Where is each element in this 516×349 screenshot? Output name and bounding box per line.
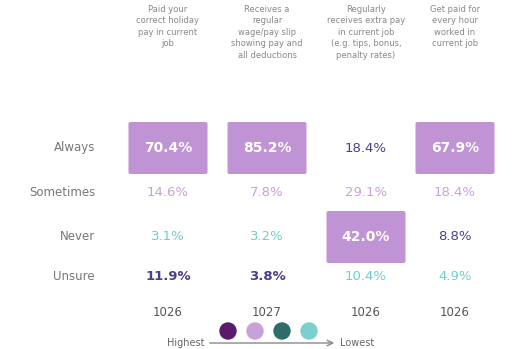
Text: Sometimes: Sometimes bbox=[29, 186, 95, 199]
Text: Get paid for
every hour
worked in
current job: Get paid for every hour worked in curren… bbox=[430, 5, 480, 49]
FancyBboxPatch shape bbox=[228, 122, 307, 174]
Circle shape bbox=[220, 323, 236, 339]
FancyBboxPatch shape bbox=[415, 122, 494, 174]
Text: 1026: 1026 bbox=[153, 306, 183, 319]
Text: 67.9%: 67.9% bbox=[431, 141, 479, 155]
Text: 11.9%: 11.9% bbox=[145, 270, 191, 283]
Text: 3.2%: 3.2% bbox=[250, 230, 284, 244]
Text: Highest: Highest bbox=[167, 338, 204, 348]
Text: 14.6%: 14.6% bbox=[147, 186, 189, 199]
Text: Unsure: Unsure bbox=[53, 270, 95, 283]
FancyBboxPatch shape bbox=[327, 211, 406, 263]
Text: Always: Always bbox=[54, 141, 95, 155]
Circle shape bbox=[274, 323, 290, 339]
Text: 18.4%: 18.4% bbox=[345, 141, 387, 155]
Text: 8.8%: 8.8% bbox=[438, 230, 472, 244]
Text: 85.2%: 85.2% bbox=[243, 141, 291, 155]
Text: 18.4%: 18.4% bbox=[434, 186, 476, 199]
Text: 10.4%: 10.4% bbox=[345, 270, 387, 283]
Circle shape bbox=[247, 323, 263, 339]
Text: 7.8%: 7.8% bbox=[250, 186, 284, 199]
Text: Receives a
regular
wage/pay slip
showing pay and
all deductions: Receives a regular wage/pay slip showing… bbox=[231, 5, 303, 60]
Text: 3.8%: 3.8% bbox=[249, 270, 285, 283]
Text: 3.1%: 3.1% bbox=[151, 230, 185, 244]
Text: Lowest: Lowest bbox=[340, 338, 374, 348]
Text: 29.1%: 29.1% bbox=[345, 186, 387, 199]
FancyBboxPatch shape bbox=[128, 122, 207, 174]
Text: 70.4%: 70.4% bbox=[144, 141, 192, 155]
Text: 4.9%: 4.9% bbox=[438, 270, 472, 283]
Text: Regularly
receives extra pay
in current job
(e.g. tips, bonus,
penalty rates): Regularly receives extra pay in current … bbox=[327, 5, 405, 60]
Text: 1026: 1026 bbox=[351, 306, 381, 319]
Text: 42.0%: 42.0% bbox=[342, 230, 390, 244]
Text: Paid your
correct holiday
pay in current
job: Paid your correct holiday pay in current… bbox=[137, 5, 200, 49]
Text: Never: Never bbox=[60, 230, 95, 244]
Text: 1026: 1026 bbox=[440, 306, 470, 319]
Circle shape bbox=[301, 323, 317, 339]
Text: 1027: 1027 bbox=[252, 306, 282, 319]
